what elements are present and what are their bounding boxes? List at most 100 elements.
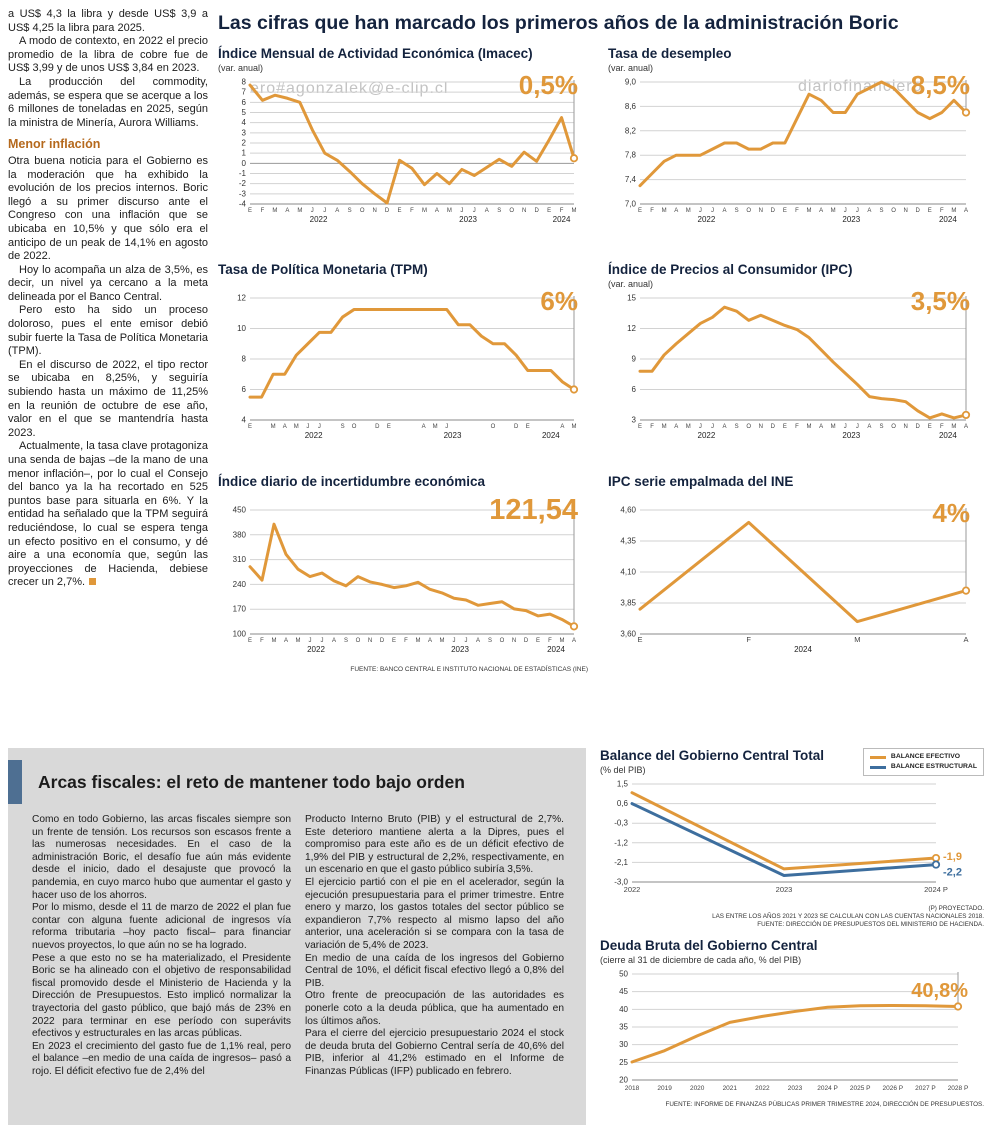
svg-text:2024: 2024 <box>939 215 957 224</box>
svg-text:N: N <box>903 208 907 214</box>
svg-text:1,5: 1,5 <box>617 780 629 789</box>
legend-swatch-estructural <box>869 765 886 769</box>
svg-text:45: 45 <box>619 987 628 996</box>
svg-text:E: E <box>398 208 402 214</box>
end-of-article-marker <box>89 578 97 586</box>
chart-subtitle: (var. anual) <box>608 279 654 289</box>
ipc-ine-plot: 4,60 4,35 4,10 3,85 3,60E F M A 2024 <box>620 506 971 654</box>
svg-text:M: M <box>572 208 577 214</box>
chart-title: IPC serie empalmada del INE <box>608 474 794 489</box>
fiscal-paragraph: Otro frente de preocupación de las autor… <box>305 990 564 1027</box>
svg-text:J: J <box>844 208 847 214</box>
svg-text:S: S <box>344 638 348 644</box>
svg-text:A: A <box>283 424 287 430</box>
fiscal-paragraph: El ejercicio partió con el pie en el ace… <box>305 876 564 951</box>
article-paragraph: Hoy lo acompaña un alza de 3,5%, es deci… <box>8 263 208 303</box>
svg-text:M: M <box>831 208 836 214</box>
svg-text:A: A <box>284 638 288 644</box>
svg-text:O: O <box>491 424 496 430</box>
fiscal-section: Arcas fiscales: el reto de mantener todo… <box>8 748 586 1125</box>
svg-text:6: 6 <box>242 385 247 394</box>
svg-text:A: A <box>428 638 432 644</box>
svg-text:M: M <box>686 424 691 430</box>
svg-text:J: J <box>321 638 324 644</box>
svg-text:E: E <box>638 208 642 214</box>
latest-value-label: 4% <box>932 498 970 528</box>
svg-text:A: A <box>560 424 564 430</box>
svg-text:2020: 2020 <box>690 1085 705 1092</box>
copper-article-column: a US$ 4,3 la libra y desde US$ 3,9 a US$… <box>8 8 208 590</box>
svg-text:O: O <box>500 638 505 644</box>
svg-text:6: 6 <box>632 385 637 394</box>
svg-text:S: S <box>341 424 345 430</box>
article-paragraph-text: Actualmente, la tasa clave protagoniza u… <box>8 440 208 589</box>
svg-text:-4: -4 <box>239 200 247 209</box>
svg-text:2023: 2023 <box>459 215 477 224</box>
svg-text:F: F <box>650 424 654 430</box>
svg-text:A: A <box>964 208 968 214</box>
svg-text:12: 12 <box>237 294 246 303</box>
chart-ipc-ine: IPC serie empalmada del INE 4% 4,60 4,35 4… <box>608 474 980 665</box>
svg-text:2024 P: 2024 P <box>924 885 948 894</box>
svg-text:D: D <box>916 208 921 214</box>
svg-text:N: N <box>759 208 763 214</box>
svg-text:M: M <box>422 208 427 214</box>
svg-text:F: F <box>404 638 408 644</box>
svg-text:A: A <box>819 208 823 214</box>
svg-text:M: M <box>831 424 836 430</box>
svg-text:J: J <box>711 424 714 430</box>
latest-value-label: 6% <box>540 286 578 316</box>
svg-text:O: O <box>891 208 896 214</box>
svg-text:3: 3 <box>632 416 637 425</box>
main-headline: Las cifras que han marcado los primeros … <box>218 12 899 34</box>
svg-text:E: E <box>526 424 530 430</box>
svg-text:8: 8 <box>242 355 247 364</box>
svg-text:F: F <box>795 424 799 430</box>
svg-text:2024: 2024 <box>939 431 957 440</box>
svg-text:7: 7 <box>242 88 247 97</box>
svg-text:J: J <box>309 638 312 644</box>
svg-text:2019: 2019 <box>657 1085 672 1092</box>
svg-text:30: 30 <box>619 1040 628 1049</box>
footnote: FUENTE: DIRECCIÓN DE PRESUPUESTOS DEL MI… <box>757 921 984 928</box>
svg-text:2024: 2024 <box>542 431 560 440</box>
svg-text:J: J <box>699 208 702 214</box>
svg-text:J: J <box>473 208 476 214</box>
svg-text:M: M <box>297 208 302 214</box>
svg-text:M: M <box>951 208 956 214</box>
svg-text:N: N <box>522 208 526 214</box>
svg-text:F: F <box>746 635 751 644</box>
svg-text:A: A <box>819 424 823 430</box>
svg-text:2022: 2022 <box>305 431 323 440</box>
svg-text:D: D <box>524 638 529 644</box>
svg-text:0,6: 0,6 <box>617 799 629 808</box>
svg-text:S: S <box>497 208 501 214</box>
svg-text:15: 15 <box>627 294 636 303</box>
svg-text:F: F <box>560 208 564 214</box>
svg-text:O: O <box>509 208 514 214</box>
chart-title: Tasa de desempleo <box>608 46 732 61</box>
svg-text:4,35: 4,35 <box>620 537 636 546</box>
svg-text:A: A <box>964 424 968 430</box>
svg-text:O: O <box>746 424 751 430</box>
svg-text:2022: 2022 <box>698 431 716 440</box>
svg-text:8,6: 8,6 <box>625 102 637 111</box>
svg-text:8: 8 <box>242 78 247 87</box>
svg-text:2023: 2023 <box>788 1085 803 1092</box>
svg-text:S: S <box>879 424 883 430</box>
legend-label: BALANCE EFECTIVO <box>890 753 961 760</box>
svg-text:3,60: 3,60 <box>620 630 636 639</box>
fiscal-paragraph: Como en todo Gobierno, las arcas fiscale… <box>32 814 291 901</box>
svg-text:J: J <box>453 638 456 644</box>
svg-text:F: F <box>940 208 944 214</box>
svg-text:J: J <box>711 208 714 214</box>
svg-text:12: 12 <box>627 324 636 333</box>
svg-text:A: A <box>963 635 968 644</box>
svg-text:3: 3 <box>242 128 247 137</box>
svg-text:D: D <box>534 208 539 214</box>
svg-text:2024: 2024 <box>553 215 571 224</box>
svg-text:2023: 2023 <box>842 431 860 440</box>
desempleo-plot: 9,08,68,27,87,47,0E F M A M J J A S O N D E F M A M J J A S O… <box>625 78 971 224</box>
article-paragraph: La producción del commodity, además, se … <box>8 75 208 129</box>
